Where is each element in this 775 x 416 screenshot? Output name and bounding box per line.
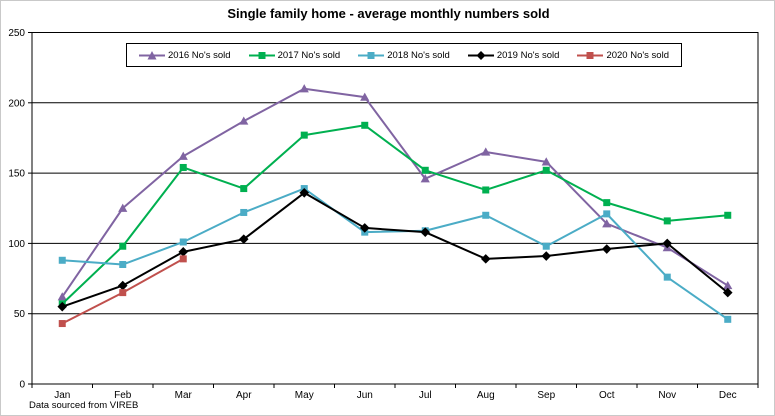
- legend-item: 2019 No's sold: [467, 49, 560, 61]
- data-point-marker: [420, 227, 431, 237]
- data-point-marker: [58, 320, 66, 328]
- legend-label: 2018 No's sold: [387, 49, 450, 61]
- data-point-marker: [420, 174, 430, 183]
- data-point-marker: [238, 234, 249, 244]
- data-point-marker: [601, 244, 612, 254]
- data-point-marker: [179, 255, 187, 263]
- data-point-marker: [57, 292, 67, 301]
- data-point-marker: [119, 242, 127, 250]
- legend-item: 2020 No's sold: [577, 50, 669, 61]
- data-point-marker: [482, 186, 490, 194]
- x-tick-label: Jun: [357, 390, 373, 401]
- x-tick-label: Jul: [419, 390, 432, 401]
- data-point-marker: [542, 166, 550, 174]
- legend-label: 2020 No's sold: [606, 49, 669, 61]
- data-point-marker: [360, 92, 370, 101]
- x-tick-label: Nov: [658, 390, 676, 401]
- x-tick-label: Jan: [54, 390, 70, 401]
- data-point-marker: [299, 84, 309, 93]
- data-point-marker: [179, 238, 187, 246]
- data-point-marker: [421, 166, 429, 174]
- y-tick-label: 0: [19, 380, 25, 391]
- square-marker-icon: [577, 51, 604, 59]
- data-point-marker: [299, 187, 310, 198]
- series-line: [61, 124, 728, 305]
- x-tick-label: Apr: [236, 390, 252, 401]
- data-point-marker: [662, 238, 673, 249]
- data-point-marker: [603, 210, 611, 218]
- data-point-marker: [361, 121, 369, 129]
- data-point-marker: [603, 199, 611, 207]
- triangle-marker-icon: [139, 50, 165, 59]
- data-point-marker: [359, 223, 370, 233]
- data-point-marker: [58, 256, 66, 264]
- x-tick-label: Sep: [537, 390, 555, 401]
- data-point-marker: [300, 131, 308, 139]
- x-tick-label: May: [295, 390, 314, 401]
- data-point-marker: [663, 217, 671, 225]
- data-point-marker: [117, 280, 128, 291]
- data-point-marker: [482, 211, 490, 219]
- chart-legend: 2016 No's sold 2017 No's sold 2018 No's so…: [126, 43, 682, 67]
- data-point-marker: [722, 287, 733, 298]
- diamond-marker-icon: [467, 50, 494, 60]
- x-tick-label: Aug: [477, 390, 495, 401]
- series-line: [62, 187, 729, 321]
- data-point-marker: [178, 151, 188, 160]
- data-point-marker: [542, 242, 550, 250]
- data-point-marker: [57, 301, 68, 312]
- data-point-marker: [541, 251, 552, 261]
- legend-label: 2019 No's sold: [496, 49, 560, 61]
- data-point-marker: [118, 203, 128, 212]
- x-tick-label: Feb: [114, 390, 132, 401]
- data-point-marker: [724, 315, 732, 323]
- x-tick-label: Oct: [599, 390, 615, 401]
- y-tick-label: 100: [8, 239, 25, 250]
- x-tick-label: Dec: [719, 390, 737, 401]
- legend-item: 2018 No's sold: [358, 50, 450, 61]
- data-point-marker: [240, 185, 248, 193]
- square-marker-icon: [358, 51, 385, 59]
- y-tick-label: 50: [14, 309, 26, 320]
- data-point-marker: [723, 280, 733, 290]
- data-point-marker: [178, 247, 189, 257]
- series-line: [61, 87, 729, 298]
- data-point-marker: [179, 163, 187, 171]
- x-tick-label: Mar: [175, 390, 193, 401]
- data-point-marker: [602, 219, 612, 228]
- y-tick-label: 200: [8, 98, 25, 109]
- data-point-marker: [724, 211, 732, 219]
- plot-area: [31, 32, 759, 385]
- data-point-marker: [240, 208, 248, 216]
- chart-title: Single family home - average monthly num…: [227, 6, 550, 21]
- data-point-marker: [480, 254, 491, 264]
- data-point-marker: [239, 116, 249, 125]
- data-point-marker: [481, 147, 491, 156]
- y-tick-label: 250: [8, 28, 25, 39]
- legend-label: 2016 No's sold: [168, 49, 231, 61]
- footer-note: Data sourced from VIREB: [29, 400, 139, 411]
- legend-item: 2017 No's sold: [248, 49, 341, 61]
- data-point-marker: [541, 157, 551, 166]
- data-point-marker: [663, 273, 671, 281]
- data-point-marker: [119, 260, 127, 268]
- y-tick-label: 150: [8, 169, 25, 180]
- legend-label: 2017 No's sold: [277, 49, 341, 61]
- square-marker-icon: [248, 51, 275, 59]
- series-line: [61, 191, 729, 308]
- legend-item: 2016 No's sold: [139, 50, 231, 61]
- data-point-marker: [119, 289, 127, 297]
